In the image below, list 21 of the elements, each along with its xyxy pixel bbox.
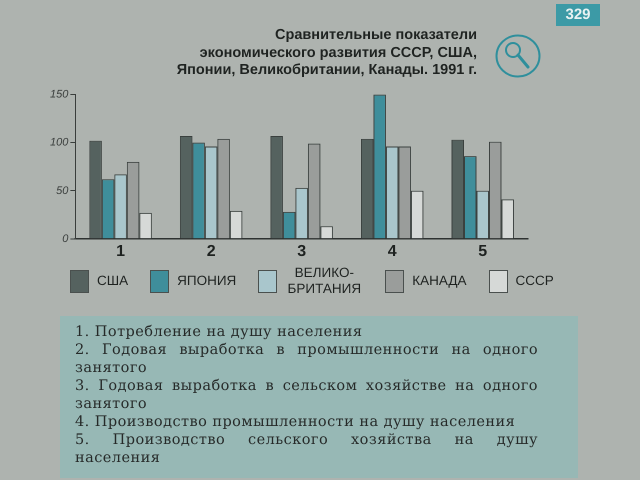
y-tick-label: 150: [50, 88, 70, 101]
text: 3. Годовая выработка в сельском хозяйстве на одного занятого: [75, 377, 538, 413]
chart-title: Сравнительные показатели экономического развития СССР, США, Японии, Великобритании, Канады. 1991 г.: [176, 27, 477, 80]
y-tick-label: 100: [50, 136, 70, 149]
text: 2. Годовая выработка в промышленности на одного занятого: [75, 341, 538, 377]
legend-label: ЯПОНИЯ: [177, 273, 236, 289]
x-tick-label: 3: [297, 242, 306, 260]
x-tick-label: 5: [478, 242, 488, 260]
y-tick-label: 0: [62, 232, 70, 245]
text: 329: [556, 4, 600, 26]
text: 4. Производство промышленности на душу населения: [75, 413, 516, 431]
legend-label: США: [97, 273, 128, 289]
legend-label: ВЕЛИКО-БРИТАНИЯ: [286, 265, 362, 297]
text: 5. Производство сельского хозяйства на душу населения: [75, 431, 538, 467]
legend-label: КАНАДА: [412, 273, 467, 289]
x-tick-label: 1: [116, 242, 126, 260]
x-tick-label: 2: [206, 242, 216, 260]
text: 1. Потребление на душу населения: [75, 323, 364, 341]
y-tick-label: 50: [56, 184, 70, 197]
x-tick-label: 4: [388, 242, 397, 260]
legend-label: СССР: [516, 273, 554, 289]
